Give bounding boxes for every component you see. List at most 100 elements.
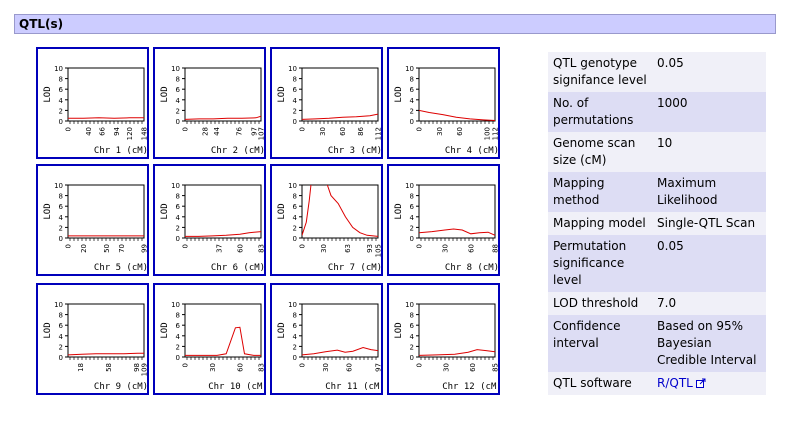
x-tick-label: 0 [182,127,190,131]
y-tick-label: 4 [410,214,415,222]
y-tick-label: 0 [176,118,180,126]
plot-frame [67,184,145,239]
y-tick-label: 8 [410,312,414,320]
y-tick-label: 2 [176,224,180,232]
plot-frame [184,67,262,122]
chromosome-label: Chr 3 (cM) [328,146,381,156]
y-tick-label: 2 [59,107,63,115]
x-tick-label: 60 [456,127,464,136]
y-axis-label: LOD [43,86,53,102]
param-label: LOD threshold [548,292,652,315]
lod-plot-svg: 0 2 4 6 8 10 0 20 50 70 99 LOD Chr 5 (cM) [43,182,148,273]
x-tick-label: 0 [416,127,424,131]
y-tick-label: 10 [288,301,297,309]
y-tick-label: 10 [405,65,414,73]
y-tick-label: 2 [176,343,180,351]
y-axis-label: LOD [43,322,53,338]
y-tick-label: 8 [293,76,297,84]
lod-plot-svg: 0 2 4 6 8 10 0 30 63 93 105 LOD Chr 7 (cM) [277,182,381,273]
y-tick-label: 6 [176,322,181,330]
lod-plot-svg: 0 2 4 6 8 10 0 30 60 88 LOD Chr 8 (cM) [394,182,499,273]
x-tick-label: 99 [141,244,148,253]
section-header: QTL(s) [14,14,776,34]
param-value: 0.05 [652,52,766,92]
plot-frame [301,184,379,239]
lod-curve [302,113,378,120]
lod-plot-panel: 0 2 4 6 8 10 0 30 63 93 105 LOD Chr 7 (cM) [270,164,383,276]
param-value: 1000 [652,92,766,132]
param-label: QTL software [548,372,652,395]
plot-frame [67,303,145,358]
rqtl-link[interactable]: R/QTL [657,376,693,390]
x-tick-label: 60 [236,363,244,372]
x-tick-label: 0 [299,127,307,131]
chromosome-label: Chr 8 (cM) [445,263,498,273]
y-tick-label: 0 [293,354,297,362]
x-tick-label: 30 [442,363,450,372]
y-tick-label: 8 [176,76,180,84]
y-tick-label: 4 [293,214,298,222]
lod-plot-panel: 0 2 4 6 8 10 0 37 60 83 LOD Chr 6 (cM) [153,164,266,276]
lod-plot-panel: 0 2 4 6 8 10 0 30 60 86 112 LOD Chr 3 (cM) [270,47,383,159]
x-tick-label: 30 [319,127,327,136]
y-tick-label: 8 [59,76,63,84]
param-value: Single-QTL Scan [652,212,766,235]
chromosome-label: Chr 4 (cM) [445,146,498,156]
param-label: Mapping method [548,172,652,212]
x-tick-label: 60 [339,127,347,136]
y-tick-label: 6 [176,203,181,211]
y-tick-label: 2 [293,224,297,232]
x-tick-label: 0 [182,363,190,367]
x-tick-label: 0 [416,363,424,367]
lod-plot-panel: 0 2 4 6 8 10 0 30 60 97 LOD Chr 11 (cM) [270,283,383,395]
x-tick-label: 109 [141,363,148,376]
y-tick-label: 0 [410,118,414,126]
lod-plot-svg: 0 2 4 6 8 10 0 37 60 83 LOD Chr 6 (cM) [160,182,264,273]
lod-plot-svg: 0 2 4 6 8 10 0 40 66 94 120 148 LOD Chr 1 (cM) [43,65,147,156]
x-tick-label: 97 [250,127,258,136]
plot-frame [184,184,262,239]
param-row: Mapping method Maximum Likelihood [548,172,766,212]
plot-frame [301,303,379,358]
x-tick-label: 88 [492,244,499,253]
x-tick-label: 93 [366,244,374,253]
y-tick-label: 4 [293,97,298,105]
x-tick-label: 66 [98,126,106,135]
lod-curve [68,352,144,356]
lod-plot-panel: 0 2 4 6 8 10 0 30 60 83 LOD Chr 10 (cM) [153,283,266,395]
plot-frame [301,67,379,122]
lod-curve [419,109,495,121]
chromosome-label: Chr 6 (cM) [211,263,264,273]
y-tick-label: 4 [59,333,64,341]
y-axis-label: LOD [160,322,170,338]
lod-plot-panel: 0 2 4 6 8 10 0 40 66 94 120 148 LOD Chr 1 (cM) [36,47,149,159]
x-tick-label: 0 [416,244,424,248]
y-axis-label: LOD [394,322,404,338]
lod-curve [185,231,261,237]
x-tick-label: 44 [213,126,221,135]
param-row: QTL genotype signifance level 0.05 [548,52,766,92]
x-tick-label: 40 [85,127,93,136]
x-tick-label: 63 [344,244,352,253]
y-axis-label: LOD [394,86,404,102]
x-tick-label: 60 [469,363,477,372]
y-tick-label: 10 [54,65,63,73]
y-axis-label: LOD [277,86,287,102]
param-row: No. of permutations 1000 [548,92,766,132]
lod-curve [419,349,495,356]
x-tick-label: 50 [103,244,111,253]
y-axis-label: LOD [160,86,170,102]
x-tick-label: 30 [320,244,328,253]
y-tick-label: 8 [176,193,180,201]
x-tick-label: 100 [483,127,491,140]
x-tick-label: 85 [492,363,499,372]
x-tick-label: 37 [215,244,223,253]
external-link-icon[interactable] [695,378,706,388]
lod-curve [419,228,495,236]
y-tick-label: 6 [410,203,415,211]
y-tick-label: 2 [410,224,414,232]
y-tick-label: 6 [176,86,181,94]
y-tick-label: 10 [171,301,180,309]
param-label: Confidence interval [548,315,652,372]
lod-plot-svg: 0 2 4 6 8 10 0 28 44 76 97 107 LOD Chr 2 (cM) [160,65,264,156]
